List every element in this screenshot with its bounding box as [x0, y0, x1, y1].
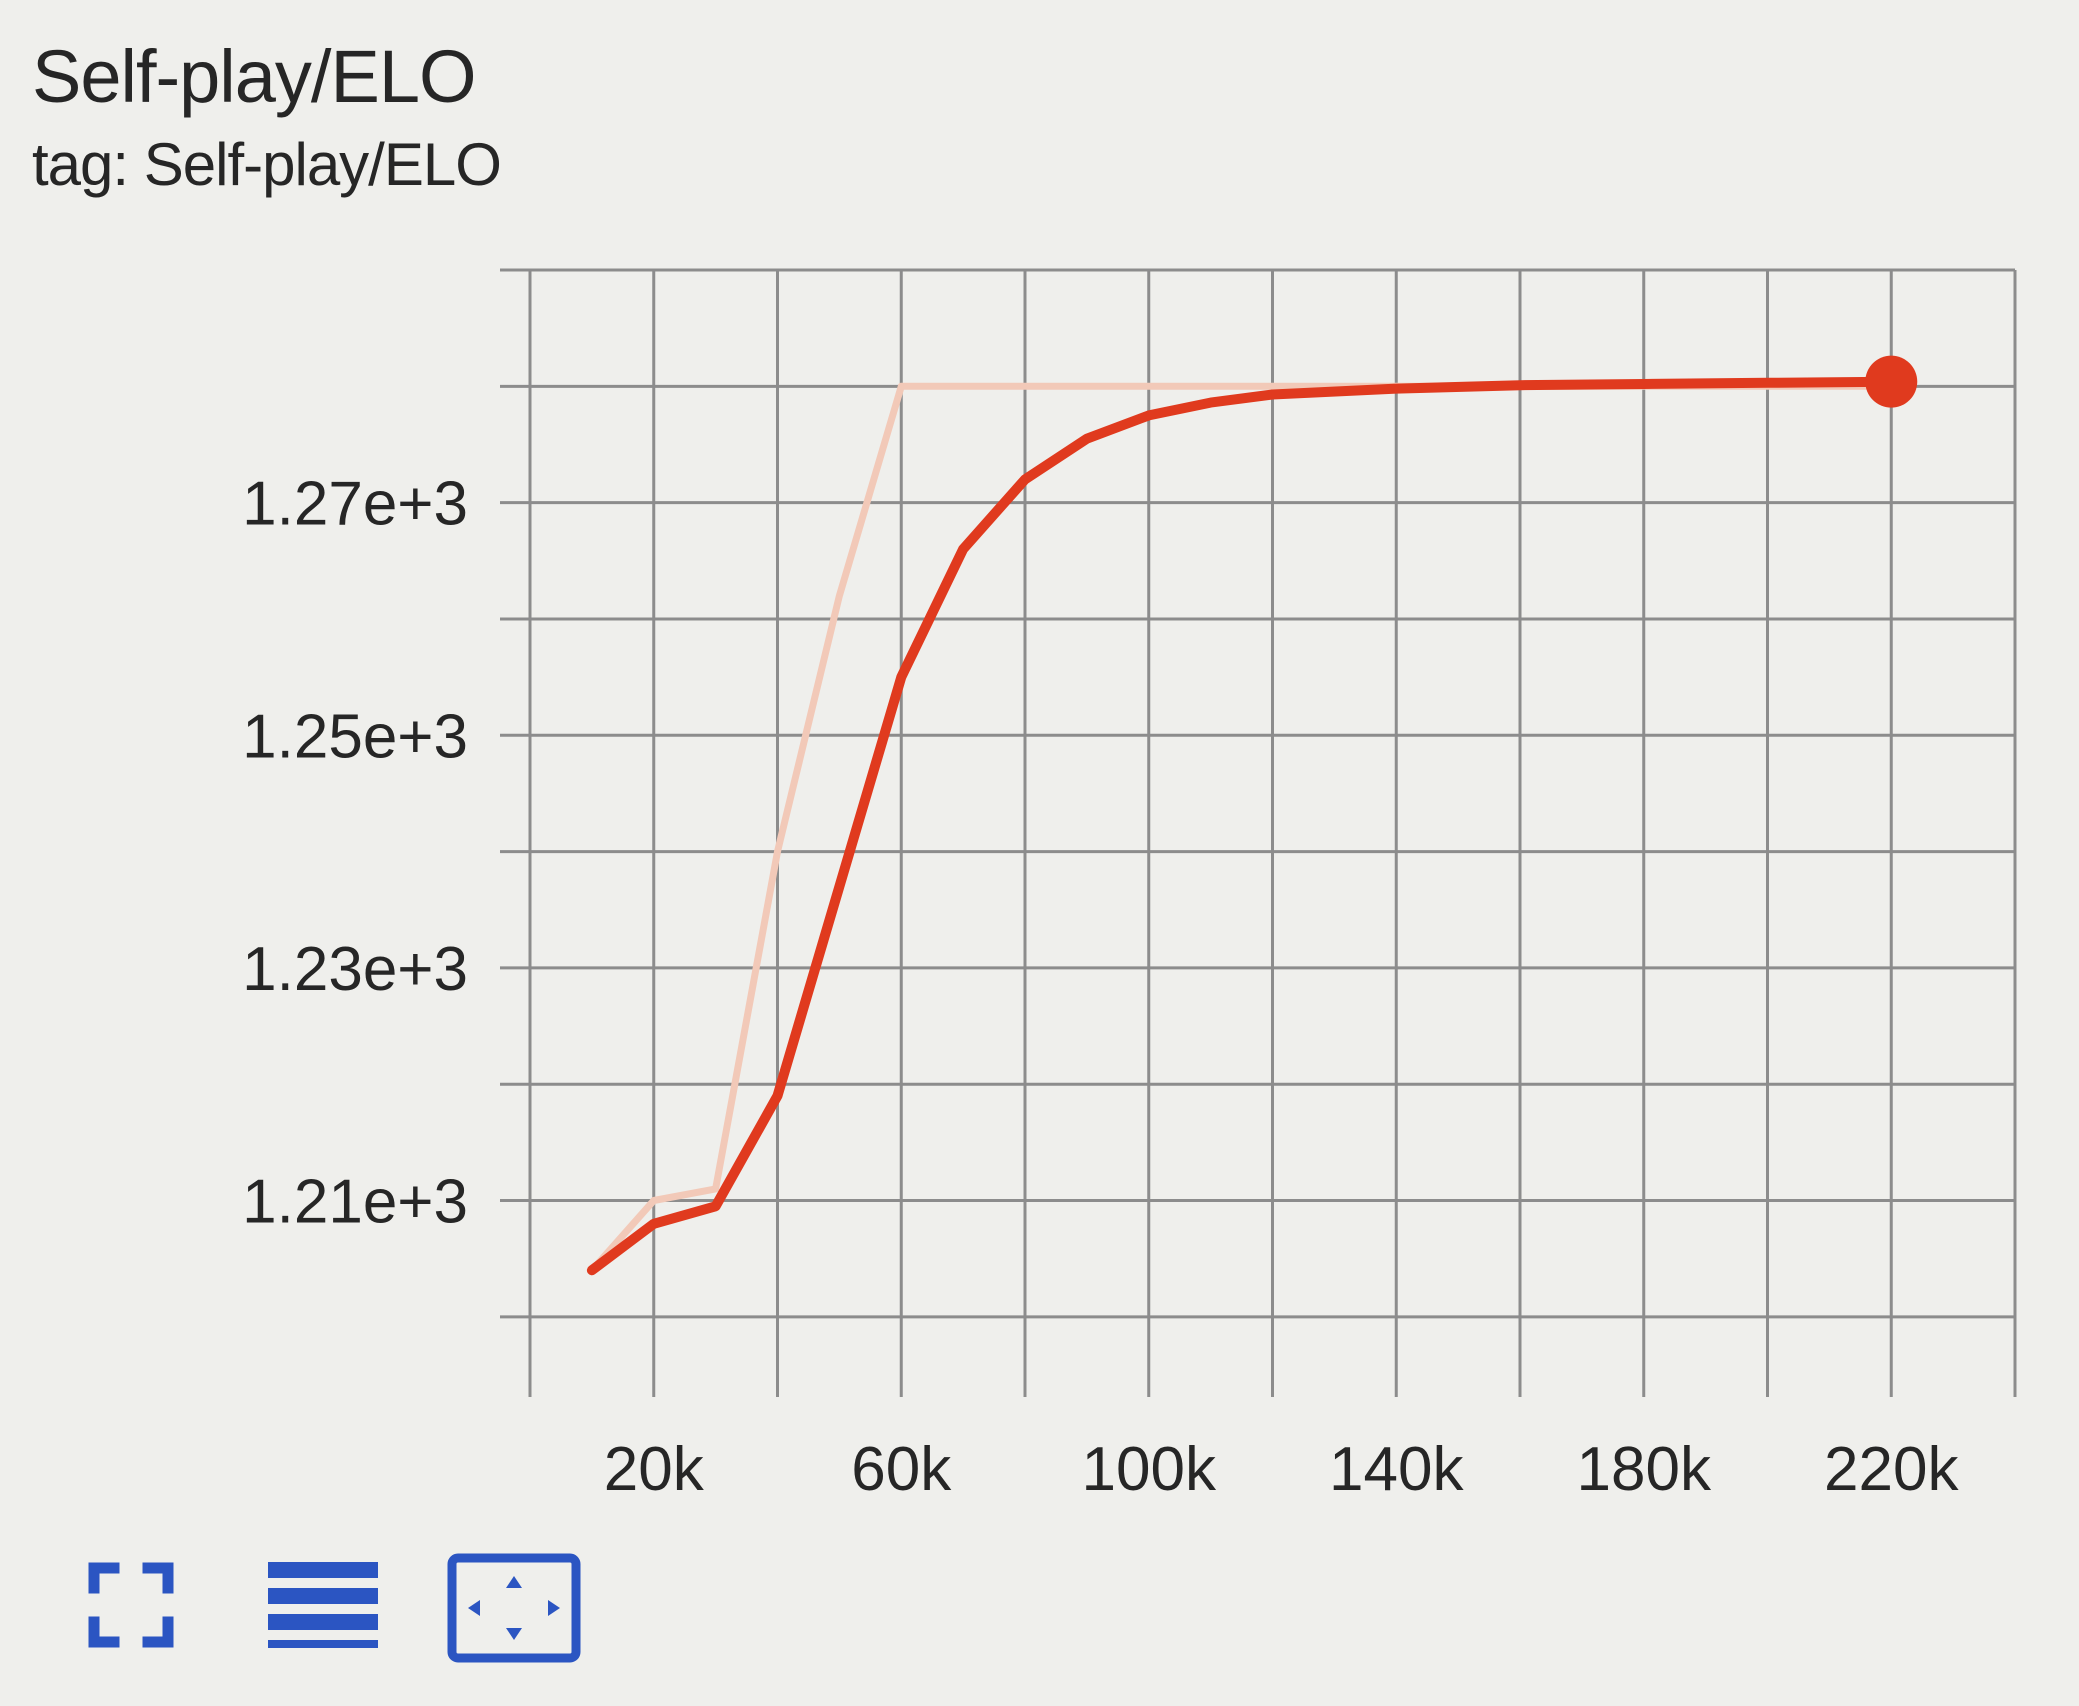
last-point-marker[interactable]	[1865, 355, 1918, 408]
x-tick-label: 220k	[1824, 1435, 1959, 1504]
x-tick-label: 20k	[604, 1435, 705, 1504]
toggle-log-scale-button[interactable]	[268, 1558, 380, 1658]
x-tick-label: 60k	[851, 1435, 952, 1504]
x-tick-label: 180k	[1577, 1435, 1712, 1504]
chart-title: Self-play/ELO	[32, 35, 477, 118]
y-tick-label: 1.21e+3	[242, 1168, 468, 1237]
x-axis-tick-labels: 20k 60k 100k 140k 180k 220k	[604, 1435, 1960, 1504]
raw-series-line	[588, 382, 1895, 1274]
y-axis-tick-labels: 1.21e+3 1.23e+3 1.25e+3 1.27e+3	[242, 470, 468, 1237]
fit-domain-button[interactable]	[86, 1560, 176, 1650]
y-tick-label: 1.27e+3	[242, 470, 468, 539]
pan-zoom-button[interactable]	[446, 1552, 582, 1664]
fit-to-data-icon	[447, 1553, 581, 1663]
y-tick-label: 1.23e+3	[242, 935, 468, 1004]
fullscreen-icon	[88, 1562, 174, 1648]
chart-grid	[500, 268, 2017, 1397]
chart-subtitle: tag: Self-play/ELO	[32, 131, 502, 198]
list-lines-icon	[268, 1562, 378, 1648]
x-tick-label: 140k	[1329, 1435, 1464, 1504]
smoothed-series-line	[586, 376, 1897, 1276]
y-tick-label: 1.25e+3	[242, 702, 468, 771]
chart-series	[586, 355, 1918, 1276]
x-tick-label: 100k	[1082, 1435, 1217, 1504]
